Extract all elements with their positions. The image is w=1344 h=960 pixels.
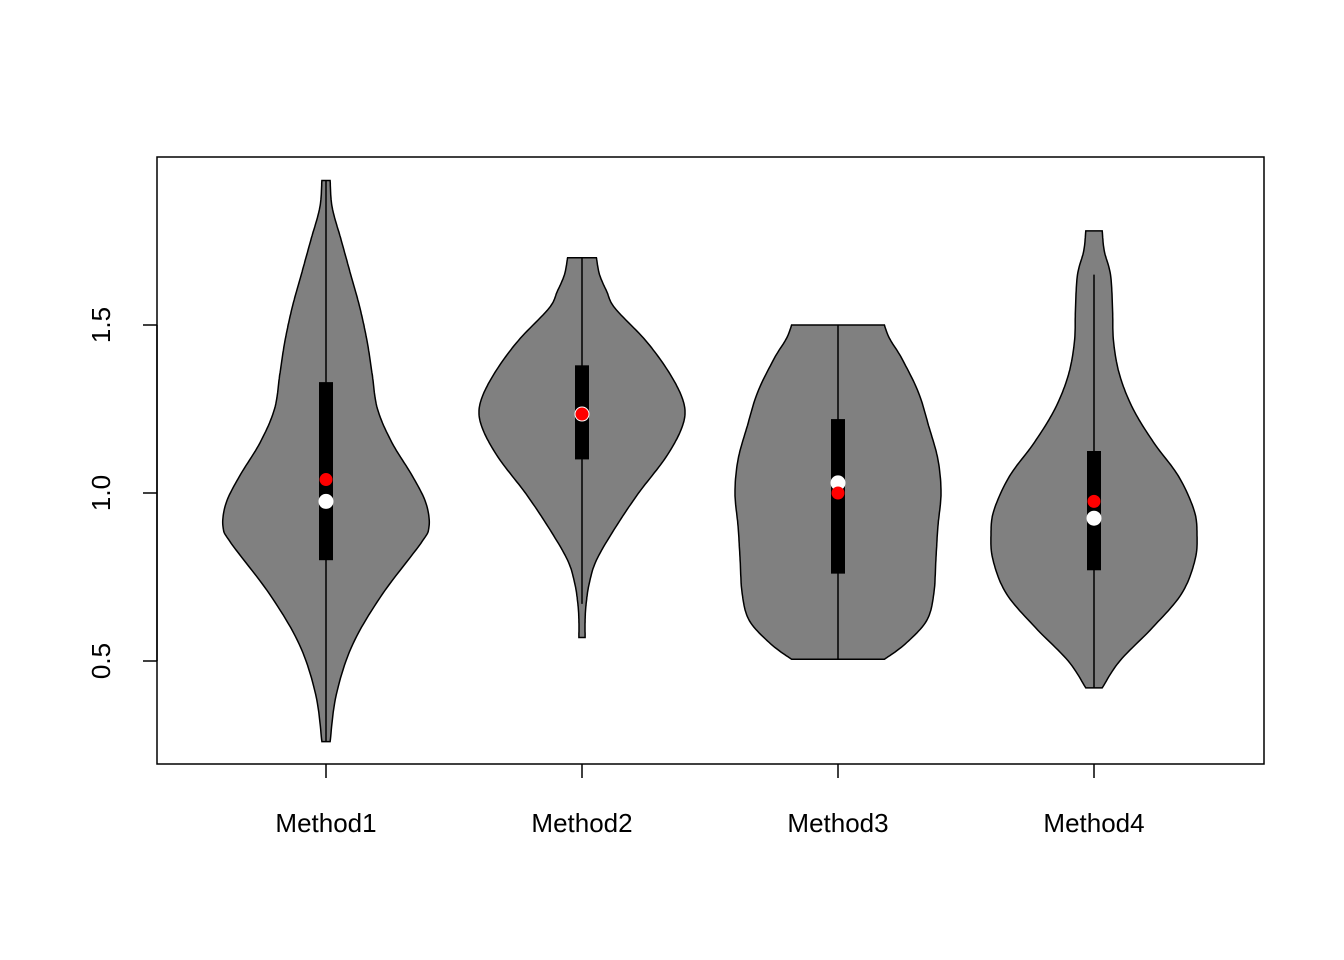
x-tick-label: Method3 xyxy=(787,808,888,838)
median-point xyxy=(830,475,846,491)
iqr-box xyxy=(1087,451,1101,571)
y-axis: 0.5 1.0 1.5 xyxy=(86,307,158,679)
mean-point xyxy=(831,486,845,500)
median-point xyxy=(318,493,334,509)
y-tick-label: 1.5 xyxy=(86,307,116,343)
x-axis: Method1 Method2 Method3 Method4 xyxy=(275,764,1145,838)
mean-point xyxy=(319,473,333,487)
x-tick-label: Method4 xyxy=(1043,808,1144,838)
x-tick-label: Method2 xyxy=(531,808,632,838)
mean-point xyxy=(575,407,589,421)
iqr-box xyxy=(319,382,333,561)
violins-layer xyxy=(221,179,1198,743)
y-tick-label: 1.0 xyxy=(86,475,116,511)
violin-group-method3 xyxy=(734,324,942,661)
violin-group-method4 xyxy=(990,230,1198,689)
mean-point xyxy=(1087,494,1101,508)
violin-group-method1 xyxy=(221,179,431,743)
x-tick-label: Method1 xyxy=(275,808,376,838)
y-tick-label: 0.5 xyxy=(86,643,116,679)
violin-group-method2 xyxy=(478,257,686,639)
median-point xyxy=(1086,510,1102,526)
